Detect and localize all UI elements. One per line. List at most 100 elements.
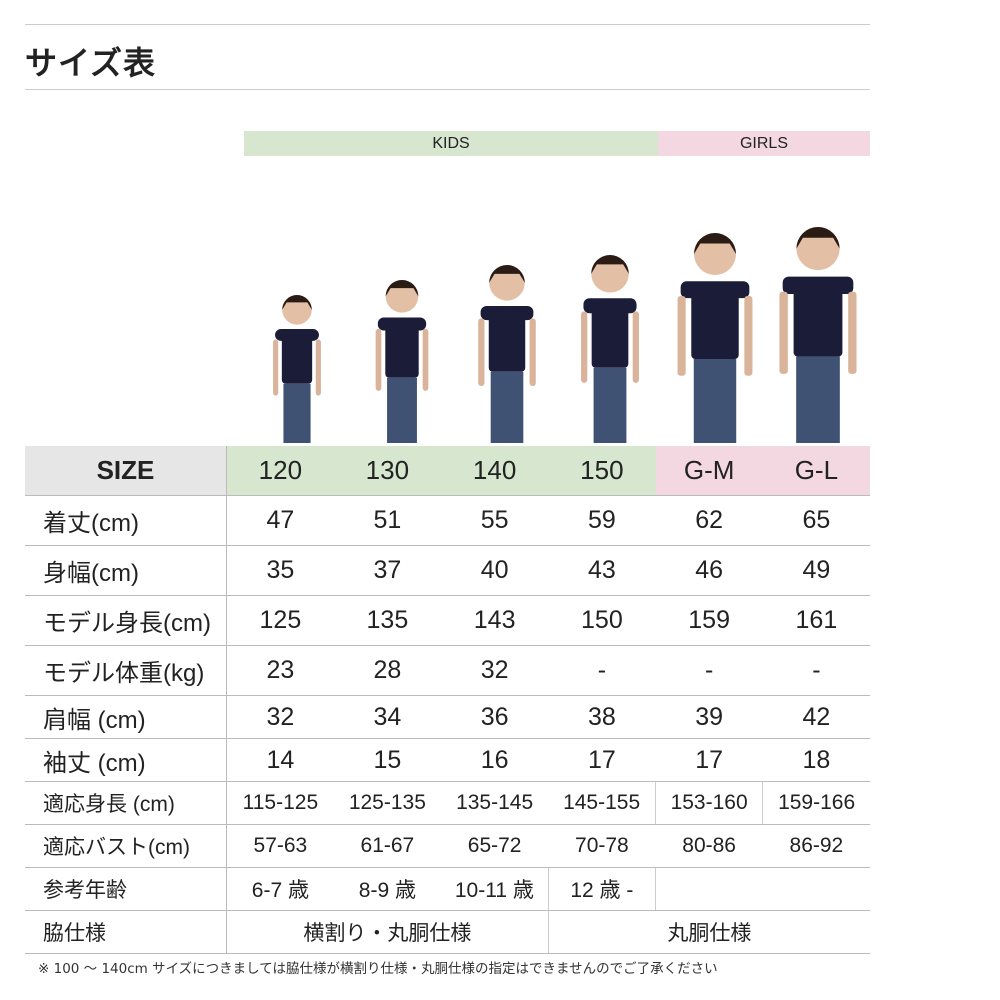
- size-cell: G-L: [762, 446, 870, 496]
- cell: 59: [548, 495, 656, 546]
- table-row: 肩幅 (cm) 32 34 36 38 39 42: [25, 695, 870, 739]
- model-hair: [282, 295, 312, 310]
- cell: 70-78: [548, 824, 656, 868]
- cell: 32: [226, 695, 334, 739]
- row-label: 袖丈 (cm): [25, 738, 227, 782]
- model-jeans: [490, 371, 524, 443]
- model-hair: [385, 280, 419, 297]
- cell: 36: [441, 695, 549, 739]
- model-jeans: [283, 383, 311, 443]
- cell: 32: [441, 645, 549, 696]
- cell: 161: [762, 595, 870, 646]
- divider: [25, 24, 870, 25]
- cell: 17: [548, 738, 656, 782]
- table-row: 参考年齢 6-7 歳 8-9 歳 10-11 歳 12 歳 -: [25, 867, 870, 911]
- model-shirt: [691, 283, 739, 359]
- cell: 49: [762, 545, 870, 596]
- size-header: SIZE: [25, 446, 227, 496]
- table-row: 袖丈 (cm) 14 15 16 17 17 18: [25, 738, 870, 782]
- cell: 39: [655, 695, 763, 739]
- model-arm: [744, 296, 753, 376]
- cell: 28: [333, 645, 441, 696]
- cell: 153-160: [654, 781, 763, 825]
- row-label: 脇仕様: [25, 910, 227, 954]
- row-label: モデル体重(kg): [25, 645, 227, 696]
- model-arm: [581, 311, 588, 383]
- row-label: 身幅(cm): [25, 545, 227, 596]
- model-hair: [694, 233, 736, 254]
- cell: 86-92: [762, 824, 870, 868]
- model-face: [796, 227, 840, 271]
- footnote: ※ 100 〜 140cm サイズにつきましては脇仕様が横割り仕様・丸胴仕様の指…: [38, 961, 718, 977]
- size-cell: 140: [441, 446, 549, 496]
- cell: 65: [762, 495, 870, 546]
- size-cell: 130: [333, 446, 441, 496]
- model-shirt: [281, 330, 313, 384]
- model-jeans: [593, 367, 627, 443]
- cell: 55: [441, 495, 549, 546]
- table-row: モデル体重(kg) 23 28 32- - -: [25, 645, 870, 696]
- cell: 43: [548, 545, 656, 596]
- cell: 42: [762, 695, 870, 739]
- model-jeans: [387, 377, 417, 443]
- cell: 15: [333, 738, 441, 782]
- model-hair: [796, 227, 840, 249]
- table-row: 身幅(cm) 35 37 40 43 46 49: [25, 545, 870, 596]
- cell: 57-63: [226, 824, 334, 868]
- model-hair: [591, 255, 629, 274]
- model-arm: [375, 328, 382, 391]
- model-arm: [273, 339, 279, 396]
- cell: 159: [655, 595, 763, 646]
- table-row: SIZE 120 130 140 150 G-M G-L: [25, 446, 870, 496]
- cell: 18: [762, 738, 870, 782]
- model-shirt: [793, 278, 843, 357]
- cell: 40: [441, 545, 549, 596]
- model-jeans: [796, 356, 840, 443]
- row-label: 着丈(cm): [25, 495, 227, 546]
- row-label: 参考年齢: [25, 867, 227, 911]
- cell: 62: [655, 495, 763, 546]
- row-label: 肩幅 (cm): [25, 695, 227, 739]
- cell: 135-145: [441, 781, 549, 825]
- model-arm: [478, 318, 485, 387]
- table-row: 脇仕様 横割り・丸胴仕様 丸胴仕様: [25, 910, 870, 954]
- row-label: 適応バスト(cm): [25, 824, 227, 868]
- row-label: モデル身長(cm): [25, 595, 227, 646]
- size-table: SIZE 120 130 140 150 G-M G-L 着丈(cm) 47 51 5…: [25, 446, 870, 954]
- cell: -: [762, 645, 870, 696]
- cell: -: [548, 645, 656, 696]
- cell: 38: [548, 695, 656, 739]
- cell: 14: [226, 738, 334, 782]
- cell: 65-72: [441, 824, 549, 868]
- cell: 115-125: [226, 781, 334, 825]
- model-arm: [677, 296, 686, 376]
- cell: 46: [655, 545, 763, 596]
- page-title: サイズ表: [25, 44, 157, 82]
- divider: [25, 89, 870, 90]
- table-row: 適応身長 (cm) 115-125 125-135 135-145 145-155 153…: [25, 781, 870, 825]
- cell: 34: [333, 695, 441, 739]
- cell: 6-7 歳: [226, 867, 334, 911]
- model-shirt: [385, 319, 419, 378]
- cell: 10-11 歳: [441, 867, 549, 911]
- cell: 125-135: [333, 781, 441, 825]
- model-shirt: [591, 300, 629, 368]
- kids-group-header: KIDS: [244, 131, 658, 156]
- cell: 143: [441, 595, 549, 646]
- model-photos: [273, 227, 857, 443]
- size-cell: 150: [548, 446, 656, 496]
- model-arm: [779, 291, 788, 374]
- size-cell: G-M: [655, 446, 763, 496]
- table-row: モデル身長(cm) 125 135 143 150 159 161: [25, 595, 870, 646]
- cell: 8-9 歳: [333, 867, 441, 911]
- cell: 12 歳 -: [547, 867, 656, 911]
- cell: 159-166: [762, 781, 870, 825]
- cell: 145-155: [548, 781, 656, 825]
- cell: 横割り・丸胴仕様: [226, 910, 549, 954]
- cell: 80-86: [655, 824, 763, 868]
- cell: 丸胴仕様: [547, 910, 870, 954]
- cell: 23: [226, 645, 334, 696]
- model-jeans: [693, 359, 737, 443]
- cell: 61-67: [333, 824, 441, 868]
